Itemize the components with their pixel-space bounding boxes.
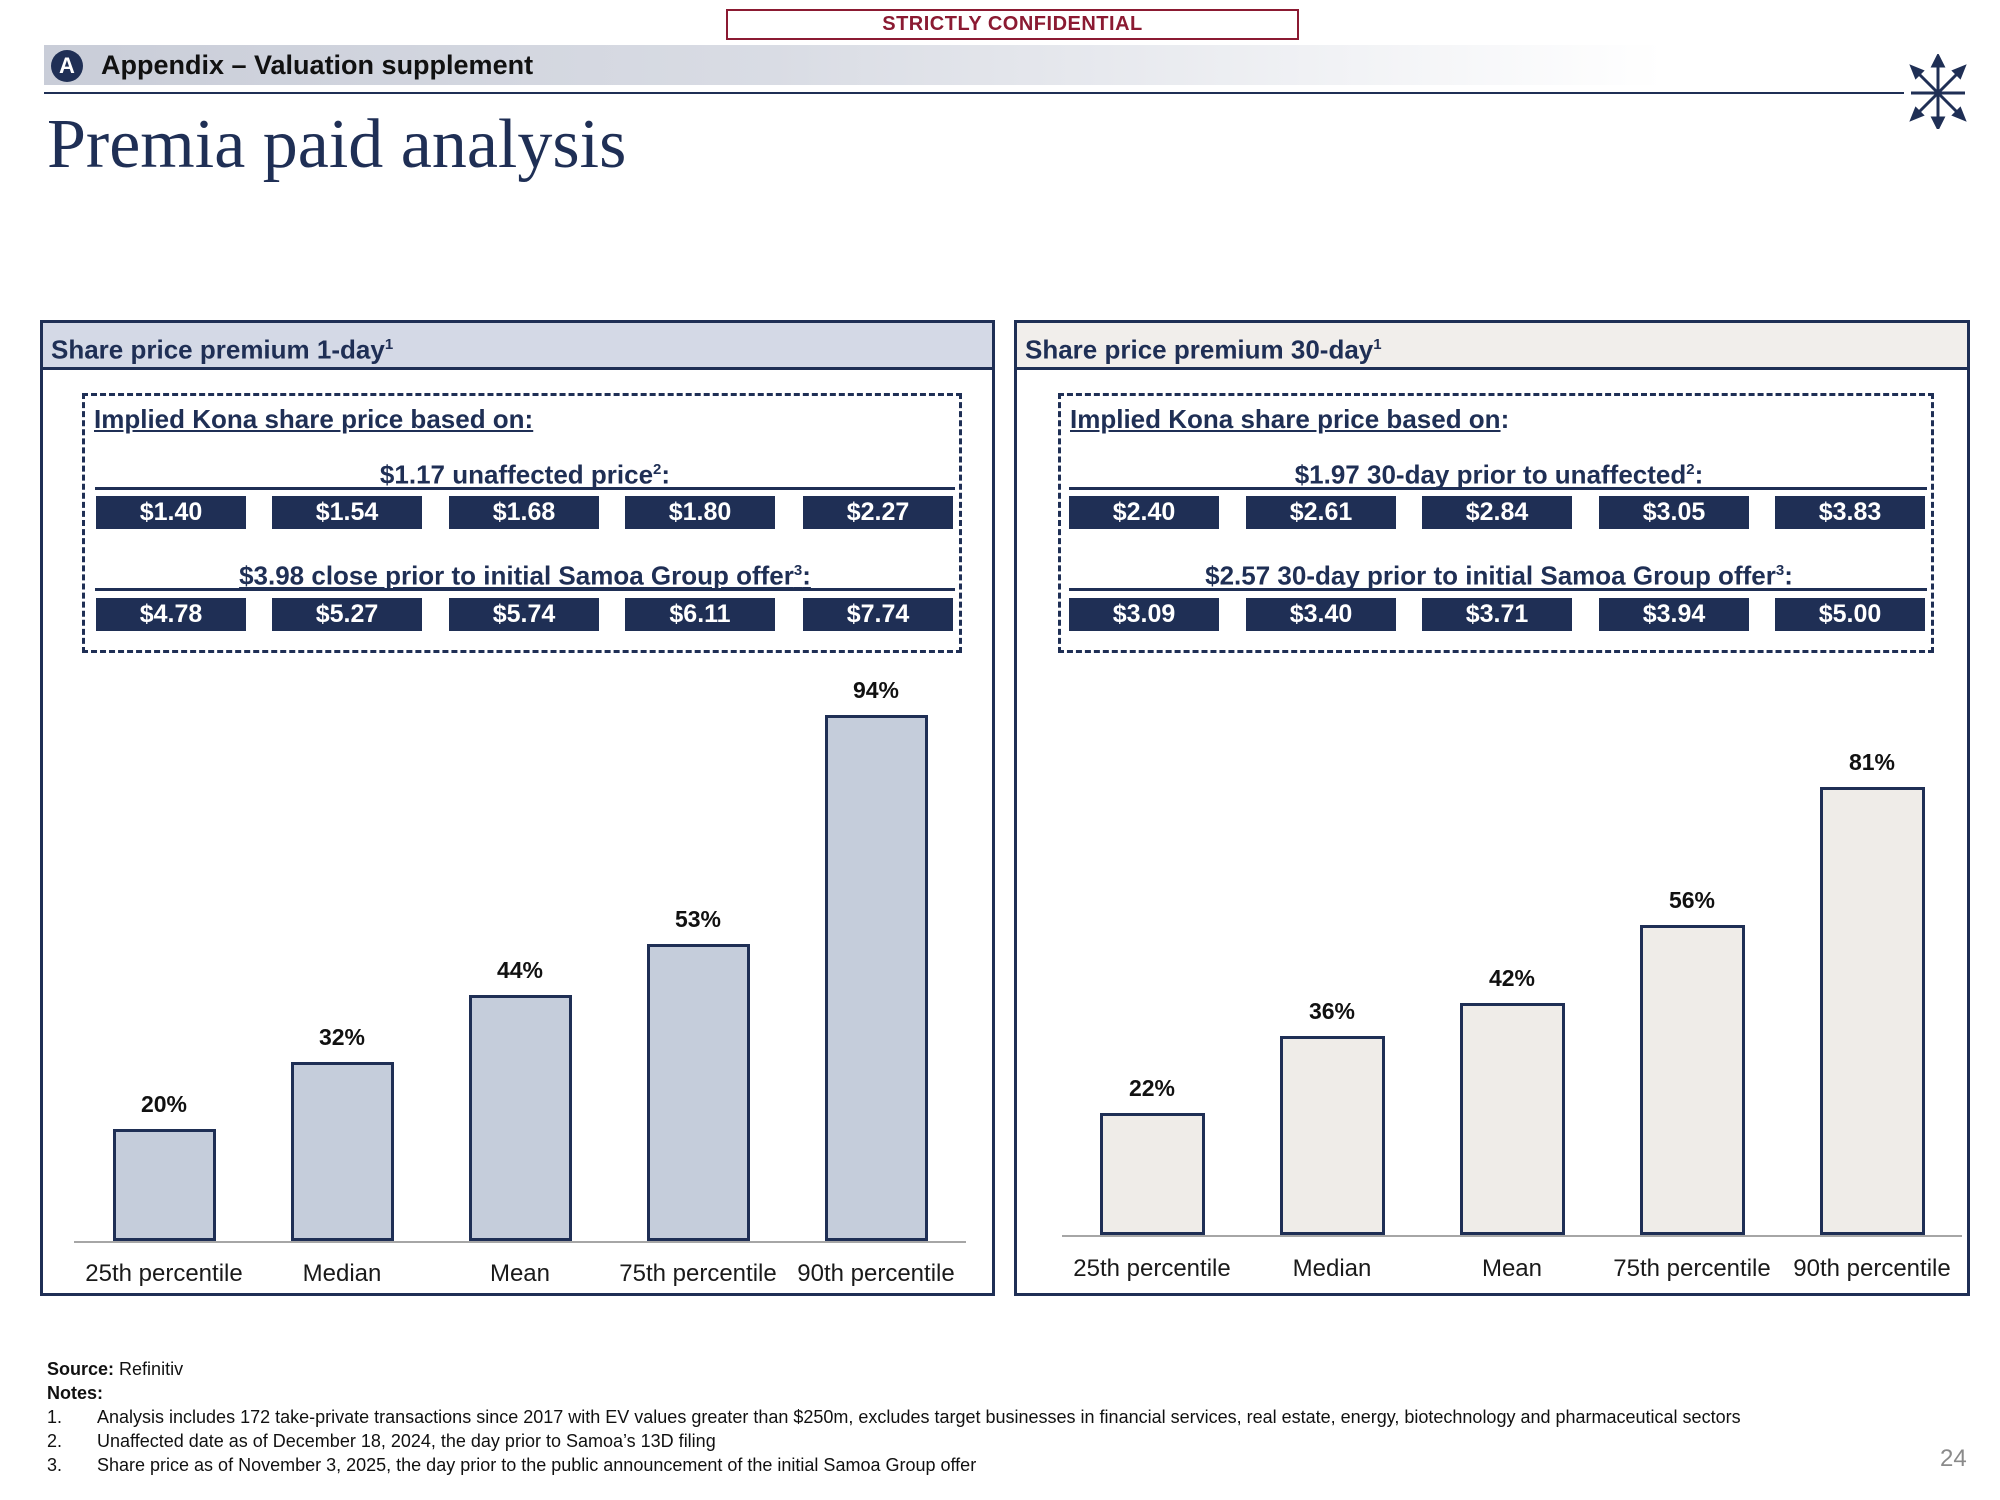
price-box: $5.00 xyxy=(1775,598,1925,631)
bar-median xyxy=(290,1061,394,1241)
price-box: $4.78 xyxy=(96,598,246,631)
panel-1day-header: Share price premium 1-day1 xyxy=(43,323,992,370)
price-box: $2.61 xyxy=(1246,496,1396,529)
confidential-label: STRICTLY CONFIDENTIAL xyxy=(726,9,1299,40)
panel-30day-title: Share price premium 30-day xyxy=(1025,334,1374,365)
price-box: $3.40 xyxy=(1246,598,1396,631)
price-box: $7.74 xyxy=(803,598,953,631)
bar-value-label: 42% xyxy=(1488,964,1536,991)
bar-25th-percentile xyxy=(112,1129,216,1241)
arrows-logo-icon xyxy=(1909,54,1967,129)
basis-title-samoa-offer: $2.57 30-day prior to initial Samoa Grou… xyxy=(1205,560,1793,591)
section-bar xyxy=(44,45,1664,85)
implied-price-box: Implied Kona share price based on: $1.17… xyxy=(82,393,962,653)
header-rule xyxy=(44,92,1904,94)
bar-value-label: 94% xyxy=(852,677,900,703)
source-line: Source: Refinitiv xyxy=(47,1359,184,1379)
bar-75th-percentile xyxy=(1639,925,1745,1235)
bar-value-label: 36% xyxy=(1308,997,1356,1024)
bar-25th-percentile xyxy=(1099,1113,1205,1235)
price-box: $3.05 xyxy=(1599,496,1749,529)
footnote-item: 1. Analysis includes 172 take-private tra… xyxy=(47,1407,1741,1427)
category-label: 25th percentile xyxy=(1073,1255,1231,1282)
bar-value-label: 56% xyxy=(1668,887,1716,914)
chart-1day: 20% 25th percentile 32% Median 44% Mean 53% 75t… xyxy=(43,323,992,1293)
price-box: $5.27 xyxy=(272,598,422,631)
bar-value-label: 32% xyxy=(318,1023,366,1050)
price-box: $1.80 xyxy=(625,496,775,529)
section-title: Appendix – Valuation supplement xyxy=(101,50,534,80)
price-box: $3.09 xyxy=(1069,598,1219,631)
footnote-item: 2. Unaffected date as of December 18, 202… xyxy=(47,1431,716,1451)
footnote-ref: 1 xyxy=(384,336,394,353)
bar-value-label: 81% xyxy=(1848,748,1896,775)
x-axis-line xyxy=(1062,1235,1962,1237)
price-box: $2.84 xyxy=(1422,496,1572,529)
x-axis-line xyxy=(74,1241,966,1243)
basis-title-samoa-offer: $3.98 close prior to initial Samoa Group… xyxy=(239,560,811,591)
price-box: $1.40 xyxy=(96,496,246,529)
panel-30day-header: Share price premium 30-day1 xyxy=(1017,323,1967,370)
category-label: 90th percentile xyxy=(1793,1255,1951,1282)
footnote-item: 3. Share price as of November 3, 2025, th… xyxy=(47,1455,977,1475)
panel-1day-title: Share price premium 1-day xyxy=(51,334,385,365)
chart-30day: 22% 25th percentile 36% Median 42% Mean 56% 75t… xyxy=(1017,323,1967,1293)
category-label: 75th percentile xyxy=(1613,1255,1771,1282)
category-label: 75th percentile xyxy=(619,1260,777,1287)
page-title: Premia paid analysis xyxy=(47,106,627,183)
bar-75th-percentile xyxy=(646,944,750,1241)
basis-rule xyxy=(1069,588,1927,591)
category-label: 25th percentile xyxy=(85,1260,243,1287)
bar-90th-percentile xyxy=(824,715,928,1241)
price-box: $5.74 xyxy=(449,598,599,631)
bar-mean xyxy=(468,994,572,1241)
bar-value-label: 22% xyxy=(1128,1075,1176,1102)
panel-1day: Share price premium 1-day1 Implied Kona … xyxy=(40,320,995,1296)
notes-label: Notes: xyxy=(47,1383,104,1403)
basis-rule xyxy=(95,487,955,490)
implied-price-box: Implied Kona share price based on: $1.97… xyxy=(1058,393,1934,653)
bar-value-label: 53% xyxy=(674,906,722,933)
implied-title: Implied Kona share price based on: xyxy=(94,404,534,434)
section-badge: A xyxy=(51,50,83,82)
price-box: $1.68 xyxy=(449,496,599,529)
basis-rule xyxy=(95,588,955,591)
price-box: $1.54 xyxy=(272,496,422,529)
basis-title-unaffected: $1.17 unaffected price2: xyxy=(379,459,671,490)
price-box: $3.83 xyxy=(1775,496,1925,529)
panel-30day: Share price premium 30-day1 Implied Kona… xyxy=(1014,320,1970,1296)
price-box: $2.40 xyxy=(1069,496,1219,529)
bar-value-label: 44% xyxy=(496,956,544,983)
bar-mean xyxy=(1459,1002,1565,1235)
bar-90th-percentile xyxy=(1819,786,1925,1235)
category-label: 90th percentile xyxy=(797,1260,955,1287)
category-label: Median xyxy=(1292,1255,1372,1282)
basis-title-unaffected: $1.97 30-day prior to unaffected2: xyxy=(1294,459,1704,490)
footnote-ref: 1 xyxy=(1373,336,1382,353)
basis-rule xyxy=(1069,487,1927,490)
bar-value-label: 20% xyxy=(140,1091,188,1118)
price-box: $6.11 xyxy=(625,598,775,631)
price-box: $2.27 xyxy=(803,496,953,529)
category-label: Median xyxy=(302,1260,382,1287)
category-label: Mean xyxy=(489,1260,551,1287)
category-label: Mean xyxy=(1481,1255,1543,1282)
price-box: $3.71 xyxy=(1422,598,1572,631)
footnotes: Source: Refinitiv Notes: 1. Analysis incl… xyxy=(47,1357,1741,1477)
implied-title: Implied Kona share price based on: xyxy=(1070,404,1510,434)
price-box: $3.94 xyxy=(1599,598,1749,631)
bar-median xyxy=(1279,1035,1385,1235)
page-number: 24 xyxy=(1940,1445,1967,1472)
